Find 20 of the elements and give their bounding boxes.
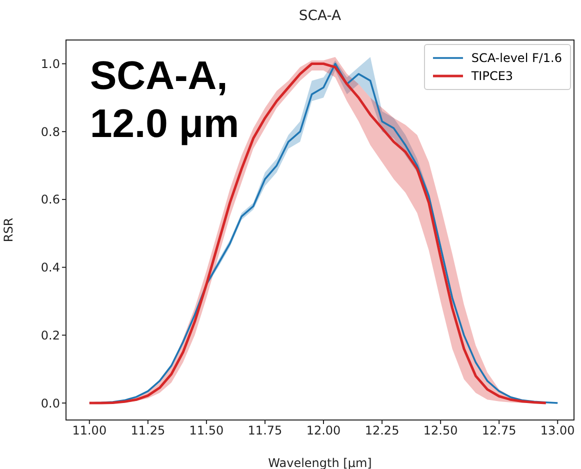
y-tick-label: 0.6 [40, 192, 60, 207]
y-tick-label: 0.8 [40, 124, 60, 139]
y-tick-label: 0.2 [40, 328, 60, 342]
x-tick-label: 11.75 [248, 424, 282, 438]
legend-label: SCA-level F/1.6 [471, 50, 562, 67]
chart-title: SCA-A [298, 8, 342, 24]
x-tick-label: 12.75 [482, 424, 516, 438]
x-tick-label: 12.00 [306, 424, 341, 438]
x-tick-label: 11.25 [130, 424, 166, 438]
legend-label: TIPCE3 [471, 68, 514, 85]
x-tick-label: 11.50 [189, 424, 224, 438]
x-tick-label: 11.00 [72, 424, 107, 438]
y-axis-title: RSR [1, 218, 16, 242]
x-tick-label: 13.00 [540, 424, 575, 438]
y-tick-label: 1.0 [40, 57, 60, 72]
x-tick-label: 12.50 [423, 424, 458, 438]
annotation: SCA-A, 12.0 μm [90, 53, 240, 148]
y-tick-label: 0.4 [40, 260, 60, 275]
x-tick-label: 12.25 [364, 424, 400, 438]
y-tick-label: 0.0 [40, 396, 60, 410]
